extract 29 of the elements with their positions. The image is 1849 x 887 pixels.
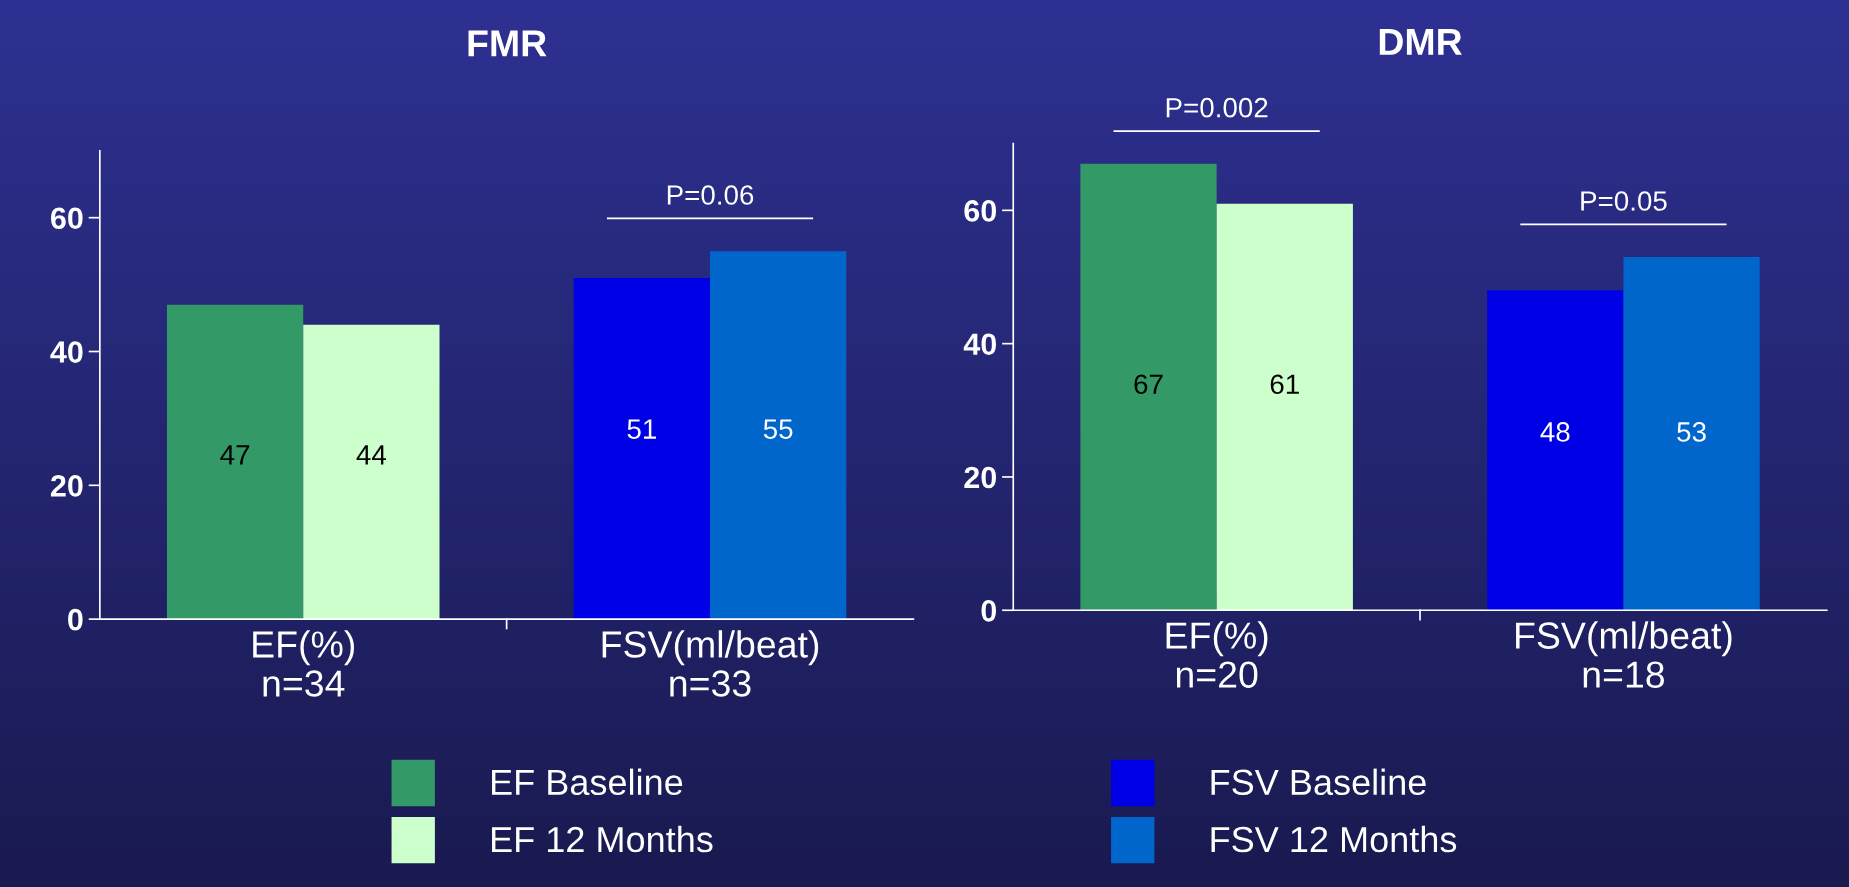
- data-label: 48: [1540, 422, 1570, 442]
- data-label: 47: [220, 445, 250, 465]
- chart-title: FMR: [468, 30, 547, 57]
- data-label: 44: [356, 445, 387, 465]
- y-tick-label: 60: [51, 207, 83, 230]
- y-tick-label: 20: [50, 475, 83, 497]
- legend-label: EF 12 Months: [492, 825, 713, 853]
- data-label: 55: [763, 419, 793, 439]
- legend-label: FSV 12 Months: [1211, 825, 1457, 853]
- chart-title: DMR: [1379, 29, 1462, 55]
- y-tick-label: 40: [50, 341, 83, 363]
- x-tick-label: FSV(ml/beat) n=18: [1516, 621, 1732, 688]
- y-tick-label: 20: [964, 466, 997, 489]
- y-tick-label: 60: [964, 200, 997, 222]
- y-tick-label: 0: [981, 599, 997, 622]
- x-tick-label: EF(%) n=20: [1166, 621, 1268, 688]
- text: P=0.002: [1166, 97, 1268, 118]
- annotation: P=0.06: [667, 185, 754, 205]
- data-label: 53: [1677, 422, 1706, 442]
- x-tick-label: FSV(ml/beat) n=33: [602, 630, 819, 697]
- data-label: 61: [1270, 374, 1299, 395]
- data-label: 51: [627, 419, 656, 439]
- data-label: 67: [1134, 374, 1163, 395]
- annotation: P=0.05: [1581, 191, 1667, 211]
- legend-label: EF Baseline: [492, 768, 683, 796]
- legend-label: FSV Baseline: [1211, 768, 1426, 796]
- y-tick-label: 40: [963, 333, 997, 356]
- x-tick-label: EF(%) n=34: [253, 630, 355, 697]
- y-tick-label: 0: [68, 608, 83, 631]
